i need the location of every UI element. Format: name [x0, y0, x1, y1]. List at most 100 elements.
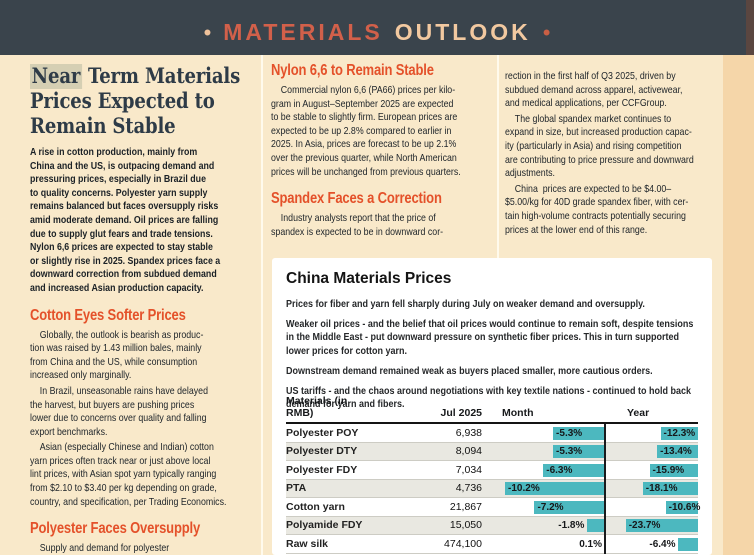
year-change-value: -18.1%	[645, 483, 678, 494]
article-column-middle: Nylon 6,6 to Remain Stable Commercial ny…	[271, 62, 492, 241]
year-change-cell: -18.1%	[605, 480, 698, 498]
table-row: Polyester FDY 7,034 -6.3% -15.9%	[286, 461, 698, 480]
month-change-bar	[587, 519, 605, 532]
month-change-value: 0.1%	[579, 538, 602, 550]
section-heading-polyester: Polyester Faces Oversupply	[30, 520, 201, 538]
month-change-cell: -7.2%	[482, 498, 605, 516]
jul-2025-value: 4,736	[455, 482, 482, 495]
year-change-value: -12.3%	[663, 427, 696, 439]
table-row: PTA 4,736 -10.2% -18.1%	[286, 479, 698, 498]
paragraph: In Brazil, unseasonable rains have delay…	[30, 384, 208, 438]
year-change-cell: -6.4%	[605, 535, 698, 553]
paragraph: Asian (especially Chinese and Indian) co…	[30, 441, 227, 508]
month-zero-axis	[604, 424, 606, 554]
paragraph: Prices for fiber and yarn fell sharply d…	[286, 299, 645, 310]
jul-2025-value: 21,867	[449, 500, 482, 513]
column-header-materials: Materials (in RMB)	[286, 395, 348, 419]
headline-rest: Term Materials Prices Expected to Remain…	[30, 64, 241, 139]
material-name: Raw silk	[286, 537, 329, 550]
year-change-bar	[649, 463, 698, 477]
year-change-value: -6.4%	[649, 538, 676, 550]
table-row: Polyamide FDY 15,050 -1.8% -23.7%	[286, 516, 698, 535]
month-change-value: -10.2%	[508, 483, 540, 494]
paragraph: The global spandex market continues to e…	[505, 112, 694, 180]
masthead-title-secondary: OUTLOOK	[394, 19, 531, 45]
paragraph: rection in the first half of Q3 2025, dr…	[505, 70, 683, 110]
column-header-jul2025: Jul 2025	[440, 407, 482, 419]
material-name: PTA	[286, 482, 307, 495]
month-change-value: -1.8%	[558, 520, 585, 531]
month-change-value: -5.3%	[556, 427, 583, 439]
material-name: Polyester DTY	[286, 445, 358, 458]
paragraph: Globally, the outlook is bearish as prod…	[30, 328, 204, 382]
paragraph: Commercial nylon 6,6 (PA66) prices per k…	[271, 84, 461, 178]
paragraph: Supply and demand for polyester	[30, 542, 170, 555]
section-body-polyester: Supply and demand for polyester	[30, 542, 253, 555]
material-name: Polyester POY	[286, 426, 359, 439]
bullet-icon: •	[542, 19, 551, 45]
paragraph: China prices are expected to be $4.00– $…	[505, 182, 689, 236]
month-change-cell: -5.3%	[482, 443, 605, 461]
month-change-cell: 0.1%	[482, 535, 606, 553]
jul-2025-value: 15,050	[449, 519, 482, 532]
article-column-right: rection in the first half of Q3 2025, dr…	[505, 70, 722, 239]
section-body-cotton: Globally, the outlook is bearish as prod…	[30, 329, 253, 510]
jul-2025-value: 6,938	[455, 426, 482, 439]
month-change-bar	[553, 445, 605, 458]
section-body-spandex: Industry analysts report that the price …	[271, 212, 492, 239]
section-heading-cotton: Cotton Eyes Softer Prices	[30, 306, 186, 324]
year-change-bar	[642, 482, 698, 495]
year-change-cell: -12.3%	[605, 424, 698, 442]
year-change-cell: -10.6%	[605, 498, 701, 516]
month-change-cell: -6.3%	[482, 461, 605, 479]
jul-2025-value: 8,094	[455, 445, 482, 458]
section-body-continuation: rection in the first half of Q3 2025, dr…	[505, 70, 722, 237]
year-change-bar	[678, 537, 698, 551]
month-change-bar	[543, 463, 605, 477]
month-change-cell: -1.8%	[482, 517, 605, 535]
year-change-value: -10.6%	[668, 501, 701, 513]
prices-table: Materials (in RMB) Jul 2025 Month Year P…	[286, 395, 701, 554]
year-change-bar	[660, 426, 698, 440]
table-row: Raw silk 474,100 0.1% -6.4%	[286, 535, 698, 554]
masthead: • MATERIALS OUTLOOK •	[0, 0, 754, 55]
masthead-title-primary: MATERIALS	[223, 19, 383, 45]
paragraph: US tariffs - and the chaos around negoti…	[286, 386, 692, 411]
column-header-year: Year	[627, 407, 650, 419]
panel-title: China Materials Prices	[286, 270, 452, 287]
china-materials-panel: China Materials Prices Prices for fiber …	[272, 258, 712, 555]
year-change-bar	[665, 500, 698, 514]
jul-2025-value: 474,100	[444, 537, 482, 550]
month-change-value: -5.3%	[556, 446, 583, 457]
month-change-bar	[553, 426, 605, 440]
paragraph: Industry analysts report that the price …	[271, 212, 444, 238]
year-change-bar	[657, 445, 698, 458]
column-divider	[497, 55, 499, 258]
month-change-value: -7.2%	[537, 501, 564, 513]
section-heading-nylon: Nylon 6,6 to Remain Stable	[271, 62, 434, 79]
table-row: Polyester DTY 8,094 -5.3% -13.4%	[286, 442, 698, 461]
month-change-bar	[605, 537, 606, 551]
year-change-value: -15.9%	[652, 464, 685, 476]
article-column-left: Near Term Materials Prices Expected to R…	[30, 64, 253, 555]
section-heading-spandex: Spandex Faces a Correction	[271, 190, 442, 208]
year-change-cell: -15.9%	[605, 461, 698, 479]
column-divider	[261, 55, 263, 555]
standfirst: A rise in cotton production, mainly from…	[30, 146, 221, 294]
year-change-cell: -13.4%	[605, 443, 698, 461]
table-row: Polyester POY 6,938 -5.3% -12.3%	[286, 424, 698, 443]
month-change-value: -6.3%	[546, 464, 573, 476]
year-change-value: -13.4%	[660, 446, 692, 457]
table-body: Polyester POY 6,938 -5.3% -12.3% Polyester D…	[286, 424, 701, 554]
year-change-cell: -23.7%	[605, 517, 698, 535]
paragraph: Weaker oil prices - and the belief that …	[286, 319, 694, 357]
year-change-bar	[625, 519, 698, 532]
bullet-icon: •	[203, 19, 212, 45]
section-body-nylon: Commercial nylon 6,6 (PA66) prices per k…	[271, 84, 492, 179]
headline-highlight: Near	[30, 64, 82, 89]
material-name: Polyester FDY	[286, 463, 358, 476]
material-name: Cotton yarn	[286, 500, 345, 513]
month-change-bar	[534, 500, 605, 514]
table-row: Cotton yarn 21,867 -7.2% -10.6%	[286, 498, 701, 517]
